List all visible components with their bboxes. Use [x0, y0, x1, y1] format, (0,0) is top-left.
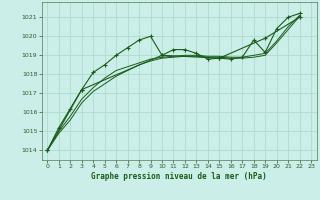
X-axis label: Graphe pression niveau de la mer (hPa): Graphe pression niveau de la mer (hPa) [91, 172, 267, 181]
